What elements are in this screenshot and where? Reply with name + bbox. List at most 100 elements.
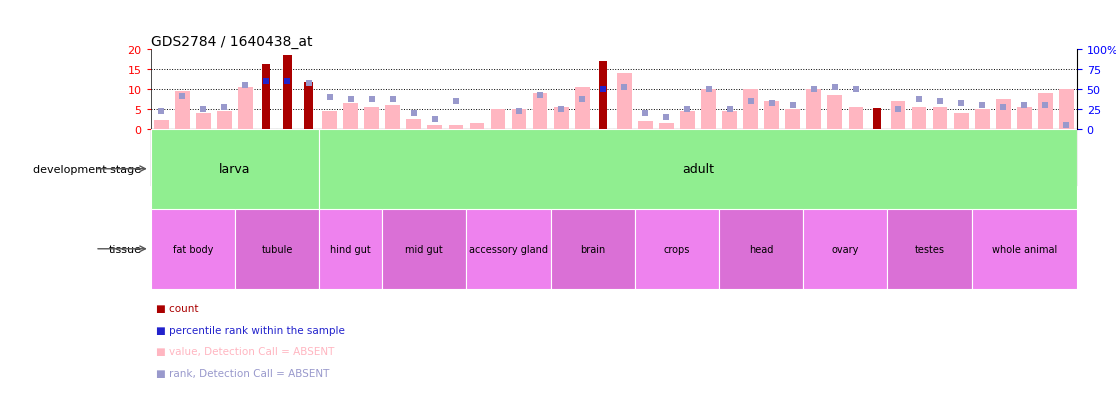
Point (952, 100, 970, 107)
Point (279, 78, 297, 85)
Point (320, 94, 338, 101)
Bar (698, 129, 719, 187)
Point (657, 114, 675, 121)
Bar (445, 129, 466, 187)
Point (152, 108, 170, 115)
Bar (848, 107, 864, 129)
Bar (283, 56, 291, 129)
Text: ■ percentile rank within the sample: ■ percentile rank within the sample (156, 325, 345, 335)
Bar (234, 129, 256, 187)
Point (931, 98, 949, 105)
Bar (214, 129, 234, 187)
Bar (719, 209, 804, 289)
Bar (786, 109, 800, 129)
Bar (1035, 129, 1056, 187)
Point (847, 86, 865, 93)
Point (700, 86, 718, 93)
Bar (951, 129, 972, 187)
Bar (638, 121, 653, 129)
Bar (719, 129, 740, 187)
Bar (491, 109, 506, 129)
Bar (362, 129, 383, 187)
Text: fat body: fat body (173, 244, 213, 254)
Text: development stage: development stage (33, 164, 142, 174)
Bar (277, 129, 298, 187)
Text: adult: adult (682, 163, 714, 176)
Point (911, 96, 929, 103)
Text: brain: brain (580, 244, 605, 254)
Bar (550, 129, 571, 187)
Bar (635, 209, 719, 289)
Point (173, 93, 191, 100)
Text: hind gut: hind gut (330, 244, 371, 254)
Text: mid gut: mid gut (405, 244, 443, 254)
Bar (382, 129, 403, 187)
Text: ovary: ovary (831, 244, 859, 254)
Point (783, 102, 801, 109)
Bar (972, 129, 993, 187)
Bar (887, 209, 972, 289)
Point (636, 110, 654, 117)
Bar (846, 129, 866, 187)
Point (299, 80, 317, 87)
Bar (319, 129, 340, 187)
Bar (975, 109, 990, 129)
Text: GDS2784 / 1640438_at: GDS2784 / 1640438_at (151, 35, 312, 49)
Point (341, 96, 359, 103)
Bar (175, 91, 190, 129)
Bar (807, 90, 821, 129)
Bar (954, 114, 969, 129)
Bar (908, 129, 930, 187)
Bar (575, 88, 589, 129)
Bar (466, 129, 488, 187)
Point (994, 104, 1012, 111)
Bar (512, 109, 527, 129)
Bar (193, 129, 214, 187)
Bar (680, 112, 695, 129)
Text: ■ value, Detection Call = ABSENT: ■ value, Detection Call = ABSENT (156, 347, 335, 356)
Bar (722, 112, 737, 129)
Bar (403, 129, 424, 187)
Bar (298, 129, 319, 187)
Point (762, 100, 780, 107)
Text: testes: testes (915, 244, 944, 254)
Point (826, 84, 844, 91)
Point (973, 102, 991, 109)
Bar (701, 90, 715, 129)
Text: head: head (749, 244, 773, 254)
Point (363, 96, 381, 103)
Bar (305, 83, 312, 129)
Bar (154, 120, 169, 129)
Bar (1017, 107, 1031, 129)
Bar (825, 129, 846, 187)
Bar (804, 129, 825, 187)
Point (510, 108, 528, 115)
Bar (635, 129, 656, 187)
Point (258, 78, 276, 85)
Bar (593, 129, 614, 187)
Text: larva: larva (219, 163, 251, 176)
Text: whole animal: whole animal (992, 244, 1057, 254)
Bar (470, 123, 484, 129)
Bar (466, 209, 550, 289)
Point (215, 104, 233, 111)
Text: ■ rank, Detection Call = ABSENT: ■ rank, Detection Call = ABSENT (156, 368, 329, 378)
Bar (340, 129, 362, 187)
Bar (344, 104, 358, 129)
Point (615, 84, 633, 91)
Bar (933, 107, 947, 129)
Bar (804, 209, 887, 289)
Bar (1059, 90, 1074, 129)
Bar (614, 129, 635, 187)
Bar (323, 112, 337, 129)
Bar (319, 209, 383, 289)
Bar (256, 129, 277, 187)
Point (574, 96, 591, 103)
Bar (530, 129, 550, 187)
Bar (554, 107, 568, 129)
Bar (151, 129, 172, 187)
Bar (617, 74, 632, 129)
Bar (550, 209, 635, 289)
Point (1058, 122, 1076, 129)
Point (194, 106, 212, 113)
